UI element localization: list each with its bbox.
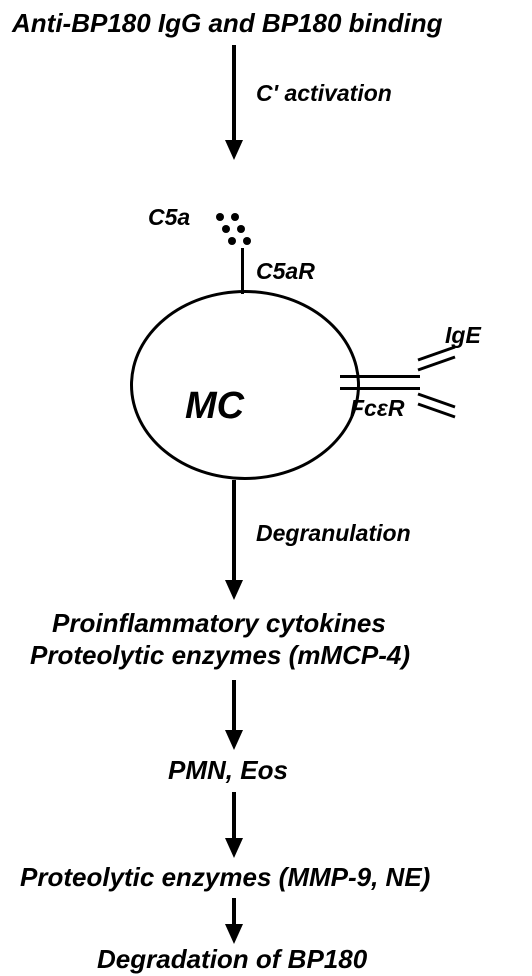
c5a-text: C5a [148,204,190,230]
fcer-text: FcεR [350,395,404,421]
fcer-label: FcεR [350,395,404,422]
pmn-eos-text: PMN, Eos [168,755,288,785]
title-label: Anti-BP180 IgG and BP180 binding [12,8,443,39]
arrow-4 [222,792,246,858]
dot-2 [231,213,239,221]
fcer-line-2 [340,387,420,390]
arrow-1 [222,45,246,160]
mc-text: MC [185,385,244,427]
dot-3 [222,225,230,233]
fcer-line-1 [340,375,420,378]
c-activation-text: C' activation [256,80,392,106]
cytokines-label-1: Proinflammatory cytokines [52,608,386,639]
title-text: Anti-BP180 IgG and BP180 binding [12,8,443,38]
bp180-pathway-diagram: Anti-BP180 IgG and BP180 binding C' acti… [0,0,532,976]
dot-1 [216,213,224,221]
cytokines-text-2: Proteolytic enzymes (mMCP-4) [30,640,410,670]
degranulation-text: Degranulation [256,520,411,546]
proteolytic-label: Proteolytic enzymes (MMP-9, NE) [20,862,430,893]
mc-cell [130,290,360,480]
c-activation-label: C' activation [256,80,392,107]
cytokines-text-1: Proinflammatory cytokines [52,608,386,638]
arrow-5 [222,898,246,944]
degradation-text: Degradation of BP180 [97,944,367,974]
mc-label: MC [185,385,244,428]
arrow-3 [222,680,246,750]
c5ar-receptor [241,248,244,294]
ige-label: IgE [445,322,481,349]
dot-6 [243,237,251,245]
ige-y-shape [415,345,475,420]
c5ar-text: C5aR [256,258,315,284]
cytokines-label-2: Proteolytic enzymes (mMCP-4) [30,640,410,671]
dot-5 [228,237,236,245]
c5ar-label: C5aR [256,258,315,285]
arrow-2 [222,480,246,600]
c5a-label: C5a [148,204,190,231]
pmn-eos-label: PMN, Eos [168,755,288,786]
ige-text: IgE [445,322,481,348]
degranulation-label: Degranulation [256,520,411,547]
dot-4 [237,225,245,233]
degradation-label: Degradation of BP180 [97,944,367,975]
proteolytic-text: Proteolytic enzymes (MMP-9, NE) [20,862,430,892]
